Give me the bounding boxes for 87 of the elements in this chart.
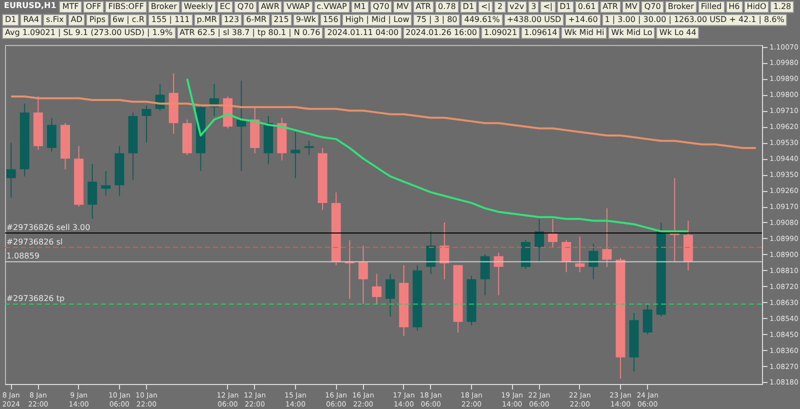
text: OFF [82, 1, 104, 13]
text: 449.61% [461, 14, 503, 26]
text: Filled [698, 1, 725, 13]
chart-title: EURUSD,H1 [3, 1, 58, 12]
text: +438.00 USD [504, 14, 564, 26]
candlestick [386, 273, 396, 318]
text: 215 [270, 14, 292, 26]
candlestick [46, 117, 56, 152]
text: v2v [506, 1, 528, 13]
text: ATR [600, 1, 621, 13]
text: 75 | 3 | 80 [413, 14, 460, 26]
text: 1.09021 [481, 27, 520, 39]
text: Wk Mid Hi [561, 27, 608, 39]
ref-line-label: #29736826 sl [6, 237, 63, 246]
text: <| [478, 1, 494, 13]
line-series [10, 95, 757, 149]
text: 1.28 [770, 1, 794, 13]
text: Wk Mid Lo [608, 27, 656, 39]
candlestick [642, 304, 652, 335]
text: M1 [350, 1, 369, 13]
candlestick [142, 104, 152, 144]
text: 3 [528, 1, 540, 13]
text: <| [540, 1, 556, 13]
text: High | Mid | Low [342, 14, 412, 26]
candlestick [494, 252, 504, 296]
text: AD [68, 14, 86, 26]
candlestick [372, 273, 382, 305]
text: 155 | 111 [148, 14, 193, 26]
text: 9-Wk [292, 14, 320, 26]
candlestick [440, 222, 450, 280]
ref-line-label: #29736826 tp [6, 294, 65, 304]
text: 0.61 [574, 1, 599, 13]
text: VWAP [283, 1, 313, 13]
candlestick [480, 254, 490, 296]
candlestick [6, 142, 16, 198]
text: s.Fix [43, 14, 67, 26]
text: Q70 [370, 1, 392, 13]
candlestick [290, 131, 300, 179]
text: Q70 [641, 1, 664, 13]
text: D1 [556, 1, 574, 13]
text: MV [393, 1, 412, 13]
candlestick [602, 208, 612, 268]
text: 2024.01.26 16:00 [402, 27, 480, 39]
text: ATR 62.5 | sl 38.7 | tp 80.1 | N 0.76 [176, 27, 324, 39]
text: 1 | 3.00 | 30.00 | 1263.00 USD + 42.1 | 8.6% [602, 14, 788, 26]
candlestick [575, 236, 585, 273]
text: HidO [744, 1, 770, 13]
candlestick [304, 140, 314, 156]
text: p.MR [194, 14, 220, 26]
text: 6w | c.R [110, 14, 148, 26]
candlestick [562, 240, 572, 273]
text: RA4 [20, 14, 42, 26]
text: ATR [412, 1, 434, 13]
text: +14.60 [565, 14, 601, 26]
text: 123 [220, 14, 242, 26]
text: AWR [258, 1, 282, 13]
text: Weekly [180, 1, 216, 13]
text: H6 [726, 1, 743, 13]
text: MTF [59, 1, 82, 13]
text: D1 [460, 1, 478, 13]
ref-line-label: #29736826 sell 3.00 [6, 222, 90, 232]
candlestick [548, 218, 558, 248]
text: Q70 [234, 1, 257, 13]
text: 156 [320, 14, 342, 26]
text: EC [216, 1, 234, 13]
candlestick [426, 230, 436, 274]
candlestick [358, 245, 368, 305]
text: Broker [148, 1, 180, 13]
candlestick [88, 163, 98, 220]
text: MV [622, 1, 640, 13]
text: 2024.01.11 04:00 [324, 27, 402, 39]
text: FIBS:OFF [105, 1, 147, 13]
candlestick [588, 243, 598, 280]
text: Wk Lo 44 [656, 27, 700, 39]
line-series [186, 78, 690, 232]
text: 6-MR [243, 14, 270, 26]
text: Avg 1.09021 | SL 9.1 (273.00 USD) | 1.9% [2, 27, 176, 39]
ref-line-label: 1.08859 [6, 252, 40, 261]
text: 0.78 [434, 1, 459, 13]
text: 2 [494, 1, 506, 13]
text: Broker [664, 1, 697, 13]
candlestick [101, 170, 111, 196]
text: 1.09614 [521, 27, 560, 39]
text: D1 [2, 14, 20, 26]
text: Pips [86, 14, 108, 26]
text: c.VWAP [314, 1, 350, 13]
candlestick [534, 218, 544, 262]
